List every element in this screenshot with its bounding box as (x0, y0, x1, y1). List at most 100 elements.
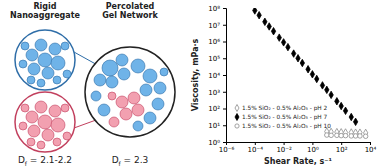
y-tick: 10⁸ (208, 5, 226, 13)
x-tick-mark (255, 142, 256, 145)
x-tick-label: 10² (336, 146, 348, 154)
y-tick-mark (223, 92, 226, 93)
point (363, 134, 368, 139)
df-label: Df = 2.3 (112, 155, 149, 167)
particle (108, 92, 116, 100)
point (325, 133, 330, 138)
point (349, 113, 353, 120)
diagram-label: Percolated (106, 2, 155, 11)
y-tick: 10¹ (208, 122, 226, 130)
y-tick-label: 10⁷ (208, 21, 220, 29)
diagram-label: Rigid (33, 2, 56, 11)
diagram-label: Gel Network (102, 11, 158, 20)
x-tick-mark (370, 142, 371, 145)
x-axis: 10⁻⁶10⁻⁴10⁻²10⁰10²10⁴ (219, 142, 377, 154)
particle (37, 141, 45, 149)
particle (131, 59, 145, 73)
legend-marker (235, 105, 239, 112)
x-tick: 10² (336, 142, 348, 154)
particle (51, 118, 65, 132)
legend-label: 1.5% SiO₂ - 0.5% Al₂O₃ - pH 10 (242, 123, 331, 130)
particle (19, 60, 27, 68)
x-axis-line (227, 143, 371, 146)
point (300, 59, 304, 66)
point (335, 98, 339, 105)
particle (35, 39, 47, 51)
y-tick: 10⁶ (208, 38, 226, 46)
particle (26, 49, 38, 61)
particle (61, 104, 69, 112)
x-tick: 10⁻⁶ (219, 142, 235, 154)
particle (35, 101, 47, 113)
y-tick: 10⁵ (208, 55, 226, 63)
legend: 1.5% SiO₂ - 0.5% Al₂O₃ - pH 2 1.5% SiO₂ -… (235, 105, 331, 130)
point (271, 28, 275, 35)
point (315, 75, 319, 82)
y-tick: 10³ (208, 88, 226, 96)
y-tick-mark (223, 58, 226, 59)
y-tick: 10⁷ (208, 21, 226, 29)
legend-label: 1.5% SiO₂ - 0.5% Al₂O₃ - pH 2 (242, 105, 328, 112)
particle (61, 42, 69, 50)
x-tick-label: 10⁴ (365, 146, 377, 154)
y-tick: 10² (208, 105, 226, 113)
outer-circle (15, 30, 75, 90)
particle (26, 111, 38, 123)
particle (49, 105, 61, 117)
particle (49, 43, 61, 55)
particle (140, 84, 152, 96)
x-tick-mark (284, 142, 285, 145)
point (263, 18, 267, 25)
y-tick-label: 10² (208, 105, 220, 113)
y-tick-label: 10⁵ (208, 55, 220, 63)
particle (42, 67, 54, 79)
y-tick-label: 10⁸ (208, 5, 220, 13)
particle (21, 104, 29, 112)
y-axis: 10⁰10¹10²10³10⁴10⁵10⁶10⁷10⁸ (208, 5, 226, 147)
y-tick-label: 10¹ (208, 122, 220, 130)
particle (154, 82, 166, 94)
diagram-label: Nanoaggregate (10, 11, 80, 20)
particle (38, 115, 52, 129)
x-tick: 10⁻⁴ (248, 142, 264, 154)
particle (27, 76, 35, 84)
point (329, 133, 334, 138)
point (281, 39, 285, 46)
point (325, 86, 329, 93)
particle (143, 69, 157, 83)
chart: 10⁻⁶10⁻⁴10⁻²10⁰10²10⁴10⁰10¹10²10³10⁴10⁵1… (191, 5, 377, 166)
point (353, 118, 357, 125)
y-tick-mark (223, 109, 226, 110)
particle (21, 42, 29, 50)
x-tick: 10⁴ (365, 142, 377, 154)
point (358, 134, 363, 139)
diagram: RigidNanoaggregate PercolatedGel Network D… (10, 2, 175, 167)
particle (19, 122, 27, 130)
y-tick-mark (223, 142, 226, 143)
x-tick-mark (341, 142, 342, 145)
particle (94, 74, 106, 86)
df-text: = 2.3 (121, 155, 149, 165)
y-tick-mark (223, 75, 226, 76)
particle (42, 129, 54, 141)
y-tick-mark (223, 8, 226, 9)
point (310, 71, 314, 78)
x-tick: 10⁰ (307, 142, 319, 154)
point (335, 133, 340, 138)
x-tick-mark (312, 142, 313, 145)
particle (160, 68, 168, 76)
particle (53, 76, 61, 84)
df-label: Df = 2.1-2.2 (18, 155, 72, 167)
point (353, 134, 358, 139)
point (329, 91, 333, 98)
canvas: RigidNanoaggregate PercolatedGel Network D… (0, 0, 378, 168)
particle (133, 121, 143, 131)
point (286, 43, 290, 50)
particle (102, 60, 118, 76)
y-tick-label: 10³ (208, 88, 220, 96)
point (339, 102, 343, 109)
outer-circle (15, 92, 75, 152)
particle (63, 70, 71, 78)
y-axis-line (223, 9, 227, 143)
y-tick-mark (223, 25, 226, 26)
